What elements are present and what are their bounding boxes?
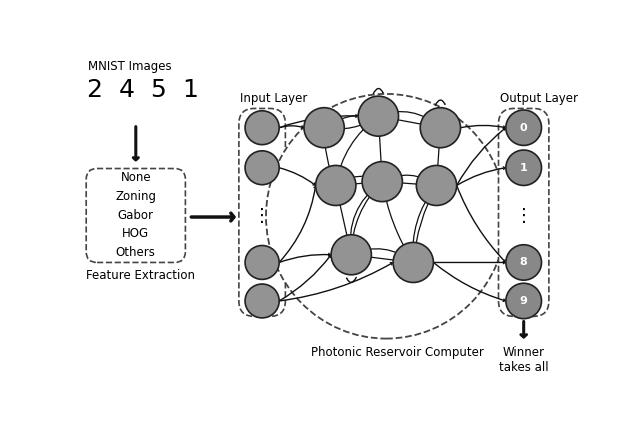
Circle shape [245,245,279,279]
Ellipse shape [266,94,506,338]
FancyBboxPatch shape [239,109,285,316]
Text: Feature Extraction: Feature Extraction [86,269,195,281]
Circle shape [245,151,279,185]
Circle shape [245,111,279,145]
Circle shape [506,283,541,319]
FancyBboxPatch shape [86,169,186,263]
FancyArrowPatch shape [435,100,445,105]
Text: Zoning: Zoning [115,190,156,203]
Circle shape [304,108,344,148]
Circle shape [393,242,433,282]
FancyArrowPatch shape [347,277,356,282]
Circle shape [417,166,457,205]
Text: Input Layer: Input Layer [241,92,308,106]
Circle shape [506,110,541,145]
Text: Winner
takes all: Winner takes all [499,346,548,374]
Text: ⋮: ⋮ [515,207,532,225]
Text: HOG: HOG [122,227,149,240]
Circle shape [358,96,399,136]
Circle shape [506,150,541,185]
Text: Others: Others [116,246,156,259]
Circle shape [331,235,371,275]
Text: 0: 0 [520,123,527,133]
Text: Gabor: Gabor [118,208,154,222]
Text: 9: 9 [520,296,527,306]
Text: Output Layer: Output Layer [500,92,578,106]
FancyArrowPatch shape [373,88,383,94]
Text: Photonic Reservoir Computer: Photonic Reservoir Computer [311,346,484,359]
Text: None: None [120,171,151,184]
Circle shape [362,162,403,202]
Circle shape [420,108,461,148]
Circle shape [506,245,541,280]
Text: 1: 1 [520,163,527,173]
Circle shape [245,284,279,318]
FancyBboxPatch shape [499,109,549,316]
Text: $2\ \ 4\ \ 5\ \ 1$: $2\ \ 4\ \ 5\ \ 1$ [86,78,198,102]
Circle shape [316,166,356,205]
Text: MNIST Images: MNIST Images [88,60,172,73]
Text: ⋮: ⋮ [253,207,271,225]
Text: 8: 8 [520,257,527,267]
